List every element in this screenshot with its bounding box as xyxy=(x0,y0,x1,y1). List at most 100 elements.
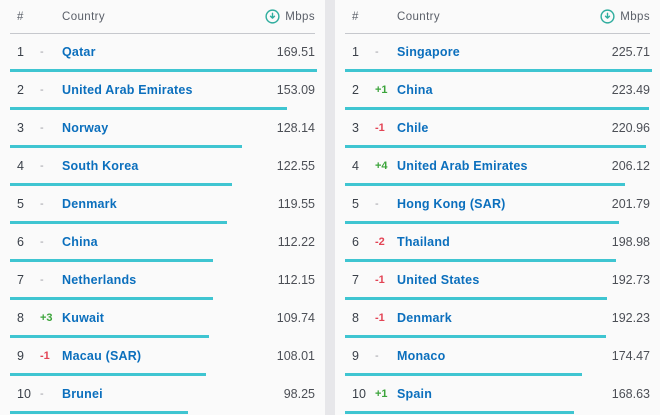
country-link[interactable]: Monaco xyxy=(397,348,446,363)
country-header: Country xyxy=(62,10,106,23)
metric-sort-header[interactable]: Mbps xyxy=(265,9,315,24)
rank-change: -1 xyxy=(375,311,385,324)
country-link[interactable]: Kuwait xyxy=(62,310,105,325)
country-link[interactable]: United Arab Emirates xyxy=(397,158,528,173)
bar-track xyxy=(10,297,317,300)
speed-value: 98.25 xyxy=(283,386,315,401)
bar-track xyxy=(10,145,317,148)
bar-track xyxy=(10,335,317,338)
speed-value: 174.47 xyxy=(611,348,650,363)
rank: 1 xyxy=(17,44,24,59)
country-link[interactable]: Hong Kong (SAR) xyxy=(397,196,506,211)
table-body: 1 - Singapore 225.71 2 +1 China 223.49 3… xyxy=(335,34,660,414)
rank: 9 xyxy=(352,348,359,363)
rank: 7 xyxy=(352,272,359,287)
country-link[interactable]: United States xyxy=(397,272,480,287)
country-link[interactable]: Qatar xyxy=(62,44,96,59)
metric-sort-header[interactable]: Mbps xyxy=(600,9,650,24)
bar-track xyxy=(10,183,317,186)
rank: 4 xyxy=(17,158,24,173)
country-link[interactable]: Brunei xyxy=(62,386,103,401)
table-header: # Country Mbps xyxy=(10,0,315,34)
value-bar xyxy=(345,69,652,72)
rank-change: +1 xyxy=(375,83,388,96)
speed-value: 112.22 xyxy=(277,234,315,249)
speed-value: 128.14 xyxy=(276,120,315,135)
table-row: 6 -2 Thailand 198.98 xyxy=(335,224,660,262)
rank: 6 xyxy=(352,234,359,249)
rank-change: +1 xyxy=(375,387,388,400)
table-row: 8 -1 Denmark 192.23 xyxy=(335,300,660,338)
value-bar xyxy=(10,297,214,300)
bar-track xyxy=(10,221,317,224)
speed-value: 206.12 xyxy=(611,158,650,173)
country-link[interactable]: Netherlands xyxy=(62,272,137,287)
download-icon xyxy=(265,9,280,24)
table-row: 2 +1 China 223.49 xyxy=(335,72,660,110)
bar-track xyxy=(10,373,317,376)
speed-value: 192.23 xyxy=(611,310,650,325)
rank-change: -2 xyxy=(375,235,385,248)
country-link[interactable]: Thailand xyxy=(397,234,450,249)
rank-change: - xyxy=(40,159,44,172)
bar-track xyxy=(345,183,652,186)
rank: 8 xyxy=(352,310,359,325)
bar-track xyxy=(345,107,652,110)
bar-track xyxy=(345,221,652,224)
speed-value: 223.49 xyxy=(611,82,650,97)
value-bar xyxy=(10,373,206,376)
rank-change: -1 xyxy=(375,273,385,286)
speed-value: 198.98 xyxy=(611,234,650,249)
rank-change: - xyxy=(40,235,44,248)
country-header: Country xyxy=(397,10,441,23)
value-bar xyxy=(345,221,620,224)
bar-track xyxy=(10,107,317,110)
bar-track xyxy=(10,69,317,72)
value-bar xyxy=(10,183,232,186)
ranking-table-1: # Country Mbps 1 - Qatar 169.51 2 - Unit… xyxy=(0,0,325,415)
rank: 2 xyxy=(17,82,24,97)
rank-header: # xyxy=(352,10,359,23)
table-header: # Country Mbps xyxy=(345,0,650,34)
country-link[interactable]: Chile xyxy=(397,120,429,135)
rank-change: - xyxy=(40,197,44,210)
table-row: 5 - Hong Kong (SAR) 201.79 xyxy=(335,186,660,224)
table-row: 9 - Monaco 174.47 xyxy=(335,338,660,376)
value-bar xyxy=(345,107,649,110)
rank-change: +4 xyxy=(375,159,388,172)
country-link[interactable]: Macau (SAR) xyxy=(62,348,142,363)
rank: 10 xyxy=(17,386,31,401)
speed-value: 108.01 xyxy=(276,348,315,363)
country-link[interactable]: Norway xyxy=(62,120,109,135)
rank-change: +3 xyxy=(40,311,53,324)
country-link[interactable]: Denmark xyxy=(397,310,452,325)
rank: 10 xyxy=(352,386,366,401)
country-link[interactable]: China xyxy=(397,82,433,97)
table-row: 5 - Denmark 119.55 xyxy=(0,186,325,224)
speed-value: 201.79 xyxy=(611,196,650,211)
value-bar xyxy=(345,411,575,414)
bar-track xyxy=(345,69,652,72)
country-link[interactable]: Denmark xyxy=(62,196,117,211)
panel-divider xyxy=(325,0,335,415)
country-link[interactable]: Spain xyxy=(397,386,433,401)
country-link[interactable]: United Arab Emirates xyxy=(62,82,193,97)
table-row: 3 -1 Chile 220.96 xyxy=(335,110,660,148)
table-row: 10 +1 Spain 168.63 xyxy=(335,376,660,414)
country-link[interactable]: Singapore xyxy=(397,44,460,59)
rank: 5 xyxy=(17,196,24,211)
country-link[interactable]: China xyxy=(62,234,98,249)
value-bar xyxy=(10,69,317,72)
table-row: 10 - Brunei 98.25 xyxy=(0,376,325,414)
value-bar xyxy=(10,221,227,224)
speed-value: 153.09 xyxy=(276,82,315,97)
mbps-label: Mbps xyxy=(285,10,315,23)
rank: 5 xyxy=(352,196,359,211)
bar-track xyxy=(10,411,317,414)
table-row: 4 - South Korea 122.55 xyxy=(0,148,325,186)
table-row: 4 +4 United Arab Emirates 206.12 xyxy=(335,148,660,186)
rank: 8 xyxy=(17,310,24,325)
country-link[interactable]: South Korea xyxy=(62,158,139,173)
rank: 2 xyxy=(352,82,359,97)
